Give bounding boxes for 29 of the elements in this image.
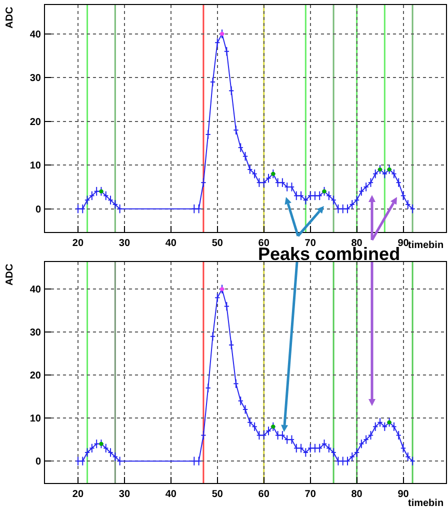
x-tick-label: 40 [165, 489, 177, 500]
x-tick-label: 50 [212, 238, 224, 249]
x-axis-title: timebin [408, 240, 444, 251]
y-tick-label: 20 [30, 370, 42, 382]
x-tick-label: 60 [258, 238, 270, 249]
x-tick-label: 60 [258, 489, 270, 500]
x-tick-label: 30 [118, 489, 130, 500]
x-tick-label: 70 [304, 238, 316, 249]
x-tick-label: 90 [398, 238, 410, 249]
y-tick-label: 10 [30, 160, 42, 172]
y-tick-label: 10 [30, 414, 42, 425]
y-axis-title: ADC [4, 264, 16, 286]
y-tick-label: 0 [35, 204, 42, 216]
x-tick-label: 50 [212, 489, 224, 500]
y-tick-label: 30 [30, 328, 42, 339]
x-tick-label: 30 [118, 238, 130, 249]
x-tick-label: 40 [165, 238, 177, 249]
x-tick-label: 20 [72, 238, 84, 249]
x-tick-label: 80 [351, 489, 363, 500]
y-tick-label: 40 [30, 29, 42, 40]
x-tick-label: 90 [398, 489, 410, 500]
x-axis-title: timebin [408, 498, 444, 508]
y-tick-label: 30 [30, 73, 42, 84]
x-tick-label: 70 [304, 489, 316, 500]
y-tick-label: 0 [35, 456, 42, 468]
y-axis-title: ADC [4, 6, 16, 28]
y-tick-label: 40 [30, 284, 42, 296]
y-tick-label: 20 [30, 116, 42, 128]
x-tick-label: 20 [72, 489, 84, 500]
